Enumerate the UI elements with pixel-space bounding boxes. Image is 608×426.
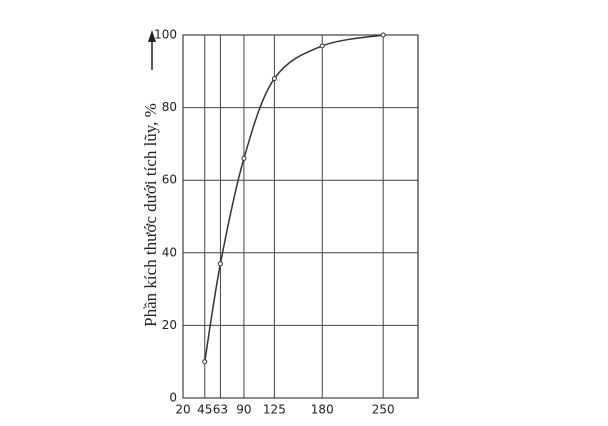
y-tick-label: 0 [169,391,177,405]
y-tick-label: 80 [162,100,177,114]
y-tick-label: 20 [162,318,177,332]
point [241,155,247,161]
x-tick-label: 180 [311,403,334,417]
point [380,32,386,38]
curve [204,34,384,362]
x-tick-label: 63 [213,403,228,417]
axis-arrow-head [148,30,156,42]
point [319,43,325,49]
y-tick-label: 60 [162,173,177,187]
x-tick-label: 90 [236,403,251,417]
point [271,76,277,82]
y-tick-label: 40 [162,245,177,259]
x-tick-label: 20 [175,403,190,417]
point [217,261,223,267]
y-axis-label: Phần kích thước dưới tích lũy, % [141,103,160,327]
point [202,359,208,365]
y-tick-label: 100 [154,28,177,42]
x-tick-label: 45 [197,403,212,417]
x-tick-label: 250 [372,403,395,417]
x-tick-label: 125 [263,403,286,417]
